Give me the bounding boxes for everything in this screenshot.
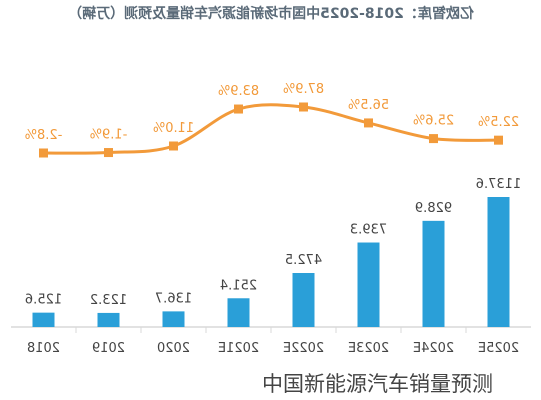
x-tick-label: 2022E (283, 341, 324, 356)
bar-2019 (97, 312, 120, 327)
growth-value-label: 87.9% (283, 82, 324, 97)
bar-2018 (32, 312, 55, 327)
x-tick-label: 2020 (157, 341, 190, 356)
growth-line (43, 103, 499, 155)
x-tick-label: 2018 (27, 341, 60, 356)
bar-value-label: 739.3 (350, 223, 387, 238)
bar-2023E (357, 242, 380, 327)
growth-value-label: -1.9% (90, 128, 128, 143)
bar-2025E (487, 197, 510, 327)
x-tick-label: 2021E (218, 341, 259, 356)
bar-value-label: 251.4 (220, 278, 257, 293)
growth-point (39, 148, 48, 158)
bar-2022E (292, 273, 315, 327)
chart-title: 亿欧智库：2018-2025中国市场新能源汽车销量及预测（万辆） (68, 5, 474, 22)
growth-value-label: -2.8% (25, 128, 63, 143)
bar-2020 (162, 311, 185, 327)
bar-2024E (422, 220, 445, 327)
growth-point (234, 104, 243, 114)
bar-2021E (227, 298, 250, 327)
growth-point (494, 135, 503, 145)
x-tick-label: 2019 (92, 341, 125, 356)
bar-value-label: 136.7 (155, 291, 192, 306)
x-tick-label: 2023E (348, 341, 389, 356)
growth-point (104, 148, 113, 158)
growth-value-label: 22.5% (478, 115, 519, 130)
growth-value-label: 25.6% (413, 114, 454, 129)
bar-value-label: 928.9 (415, 201, 452, 216)
x-tick-label: 2025E (478, 341, 519, 356)
growth-value-label: 11.0% (153, 121, 194, 136)
growth-point (169, 141, 178, 151)
bar-value-label: 125.6 (25, 293, 62, 308)
bar-value-label: 123.2 (90, 293, 127, 308)
bar-value-label: 472.5 (285, 253, 322, 268)
chart-caption: 中国新能源汽车销量预测 (262, 372, 493, 396)
growth-value-label: 83.9% (218, 84, 259, 99)
bar-value-label: 1137.6 (476, 177, 522, 192)
growth-point (299, 102, 308, 112)
growth-point (429, 134, 438, 144)
growth-value-label: 56.5% (348, 98, 389, 113)
x-tick-label: 2024E (413, 341, 454, 356)
growth-point (364, 118, 373, 128)
